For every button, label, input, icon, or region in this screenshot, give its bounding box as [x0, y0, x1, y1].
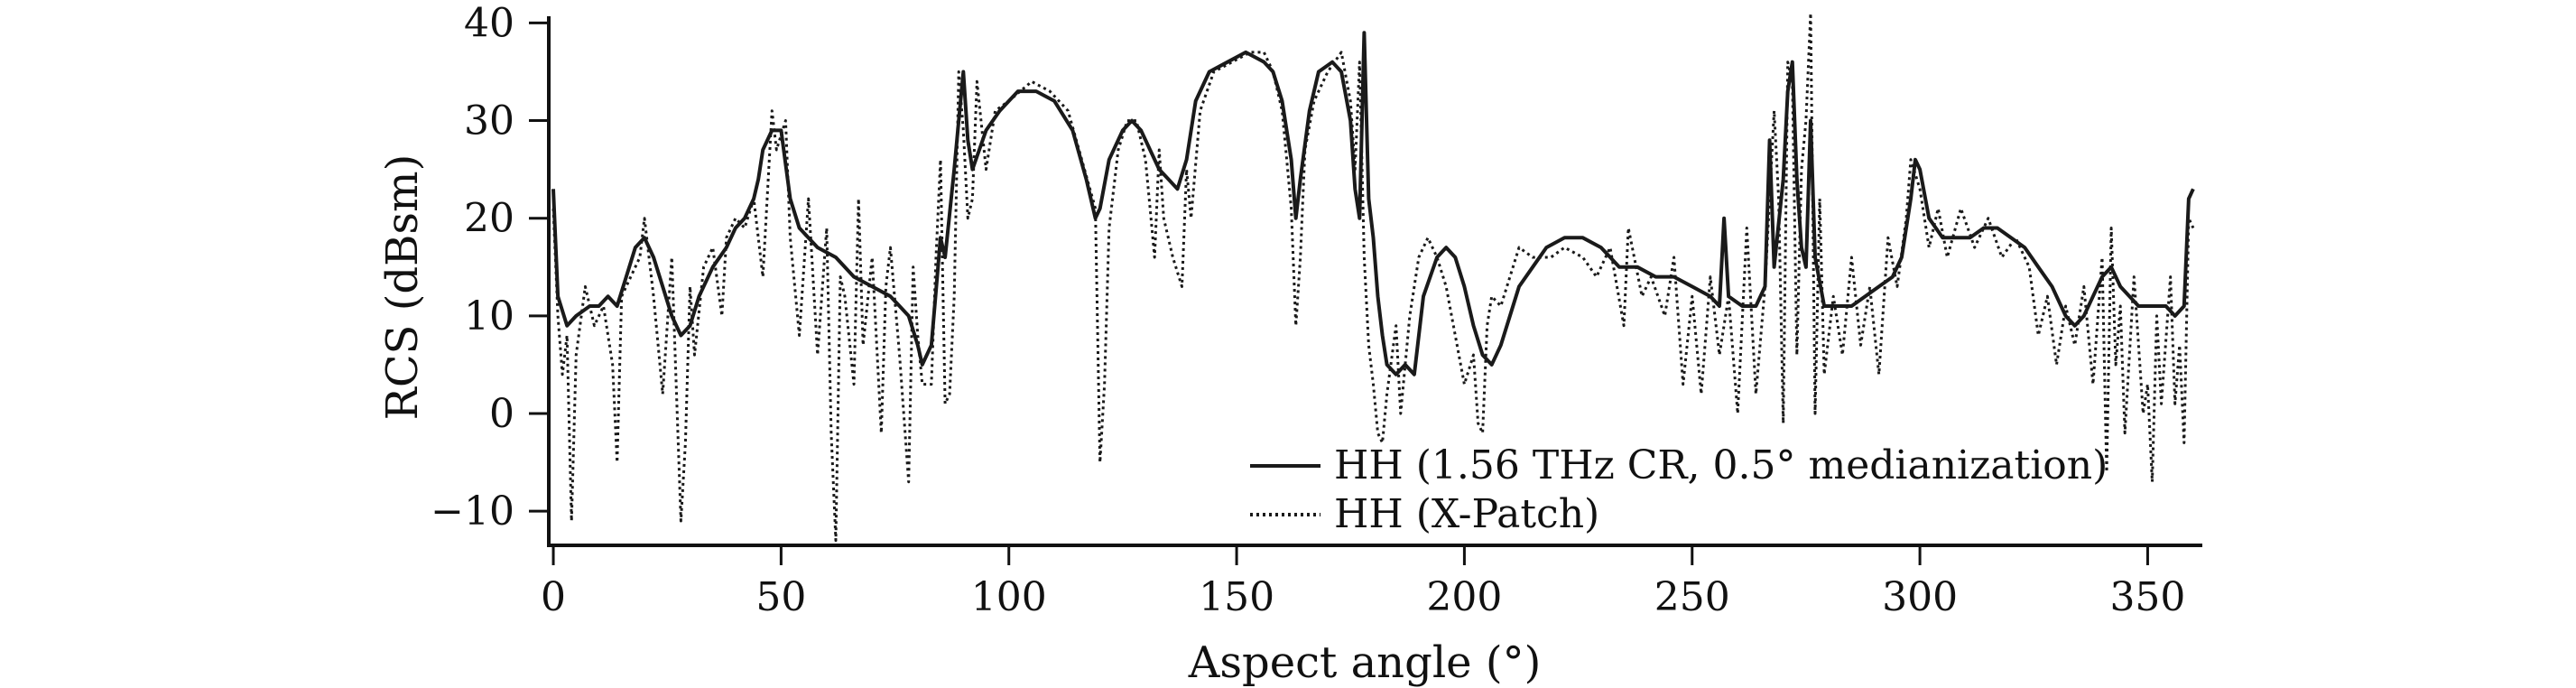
legend-label-dotted: HH (X-Patch) [1334, 491, 1599, 537]
axes: 0 50 100 150 200 250 300 350 −10 0 10 20 30 40 [431, 0, 2202, 620]
x-ticks: 0 50 100 150 200 250 300 350 [541, 545, 2185, 620]
y-axis-label: RCS (dBsm) [377, 154, 428, 421]
x-tick-label: 100 [971, 574, 1047, 620]
series-line-solid [551, 31, 2195, 377]
series-line-dotted [551, 12, 2195, 543]
y-tick-label: 0 [489, 391, 514, 437]
x-tick-label: 350 [2109, 574, 2185, 620]
legend: HH (1.56 THz CR, 0.5° medianization) HH … [1250, 442, 2108, 537]
x-tick-label: 250 [1654, 574, 1730, 620]
legend-item-dotted: HH (X-Patch) [1250, 491, 1599, 537]
y-tick-label: 20 [464, 196, 514, 242]
legend-item-solid: HH (1.56 THz CR, 0.5° medianization) [1250, 442, 2108, 488]
y-tick-label: 40 [464, 0, 514, 46]
plot-series [551, 12, 2195, 543]
x-tick-label: 50 [755, 574, 806, 620]
y-tick-label: −10 [431, 488, 514, 535]
x-tick-label: 150 [1199, 574, 1274, 620]
y-tick-label: 10 [464, 293, 514, 339]
y-ticks: −10 0 10 20 30 40 [431, 0, 549, 535]
x-tick-label: 0 [541, 574, 566, 620]
x-axis-label: Aspect angle (°) [1188, 637, 1542, 688]
legend-label-solid: HH (1.56 THz CR, 0.5° medianization) [1334, 442, 2108, 488]
x-tick-label: 200 [1426, 574, 1502, 620]
y-tick-label: 30 [464, 98, 514, 144]
x-tick-label: 300 [1882, 574, 1958, 620]
